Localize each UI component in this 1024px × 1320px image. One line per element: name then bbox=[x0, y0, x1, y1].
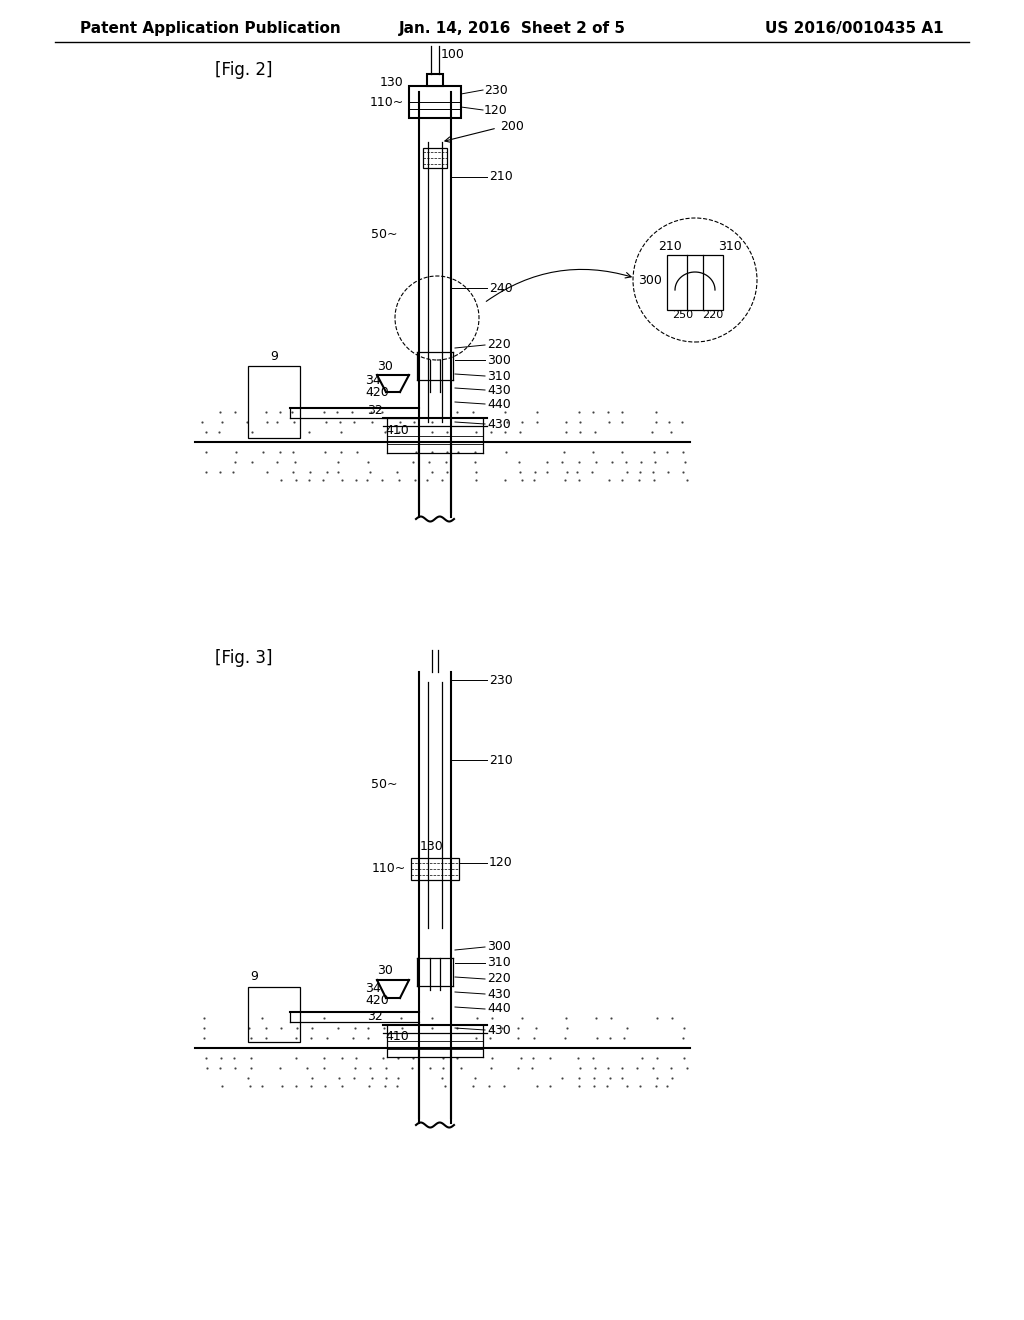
Text: 9: 9 bbox=[270, 350, 278, 363]
Text: 200: 200 bbox=[500, 120, 524, 133]
Text: 310: 310 bbox=[487, 370, 511, 383]
Text: 50~: 50~ bbox=[371, 228, 397, 242]
Text: [Fig. 2]: [Fig. 2] bbox=[215, 61, 272, 79]
Text: US 2016/0010435 A1: US 2016/0010435 A1 bbox=[765, 21, 944, 36]
Text: 210: 210 bbox=[489, 170, 513, 183]
Text: 220: 220 bbox=[487, 973, 511, 986]
Text: 430: 430 bbox=[487, 1023, 511, 1036]
Text: 410: 410 bbox=[385, 424, 409, 437]
Text: 420: 420 bbox=[366, 385, 389, 399]
Text: 430: 430 bbox=[487, 417, 511, 430]
Text: 210: 210 bbox=[489, 754, 513, 767]
Polygon shape bbox=[248, 366, 300, 438]
Text: 110~: 110~ bbox=[370, 95, 404, 108]
Polygon shape bbox=[667, 255, 723, 310]
Text: 120: 120 bbox=[489, 857, 513, 870]
Text: 440: 440 bbox=[487, 1002, 511, 1015]
Text: 220: 220 bbox=[487, 338, 511, 351]
Text: 250: 250 bbox=[672, 310, 693, 319]
Text: 130: 130 bbox=[420, 840, 443, 853]
Text: 420: 420 bbox=[366, 994, 389, 1006]
Text: 30: 30 bbox=[377, 965, 393, 978]
Text: 30: 30 bbox=[377, 359, 393, 372]
Text: 110~: 110~ bbox=[372, 862, 406, 874]
Polygon shape bbox=[423, 148, 447, 168]
Text: 430: 430 bbox=[487, 384, 511, 396]
Polygon shape bbox=[411, 858, 459, 880]
Text: 32: 32 bbox=[368, 1011, 383, 1023]
Text: 210: 210 bbox=[658, 240, 682, 253]
Text: 220: 220 bbox=[702, 310, 723, 319]
Text: 100: 100 bbox=[441, 48, 465, 61]
Text: 440: 440 bbox=[487, 397, 511, 411]
Text: [Fig. 3]: [Fig. 3] bbox=[215, 649, 272, 667]
Text: 50~: 50~ bbox=[371, 779, 397, 792]
Text: 230: 230 bbox=[489, 673, 513, 686]
Text: 300: 300 bbox=[487, 940, 511, 953]
Text: 410: 410 bbox=[385, 1031, 409, 1044]
Text: 120: 120 bbox=[484, 103, 508, 116]
Polygon shape bbox=[248, 987, 300, 1041]
Text: 34: 34 bbox=[366, 374, 381, 387]
Polygon shape bbox=[427, 74, 443, 86]
Polygon shape bbox=[409, 86, 461, 117]
Text: 230: 230 bbox=[484, 83, 508, 96]
Text: 430: 430 bbox=[487, 987, 511, 1001]
Text: Patent Application Publication: Patent Application Publication bbox=[80, 21, 341, 36]
Text: 300: 300 bbox=[638, 273, 662, 286]
Text: 240: 240 bbox=[489, 281, 513, 294]
Text: 32: 32 bbox=[368, 404, 383, 417]
Text: 300: 300 bbox=[487, 354, 511, 367]
Text: 310: 310 bbox=[487, 957, 511, 969]
Text: 34: 34 bbox=[366, 982, 381, 994]
Text: 130: 130 bbox=[379, 75, 403, 88]
Text: 310: 310 bbox=[718, 240, 741, 253]
Text: 9: 9 bbox=[250, 970, 258, 983]
Text: Jan. 14, 2016  Sheet 2 of 5: Jan. 14, 2016 Sheet 2 of 5 bbox=[398, 21, 626, 36]
